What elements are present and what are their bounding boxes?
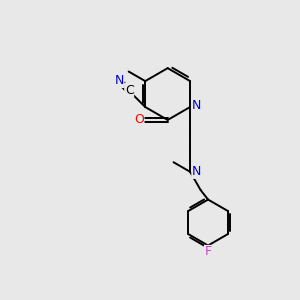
Text: N: N	[192, 99, 201, 112]
Text: N: N	[115, 74, 124, 88]
Text: N: N	[192, 165, 201, 178]
Text: C: C	[125, 84, 134, 97]
Text: F: F	[205, 245, 212, 259]
Text: O: O	[134, 113, 144, 127]
